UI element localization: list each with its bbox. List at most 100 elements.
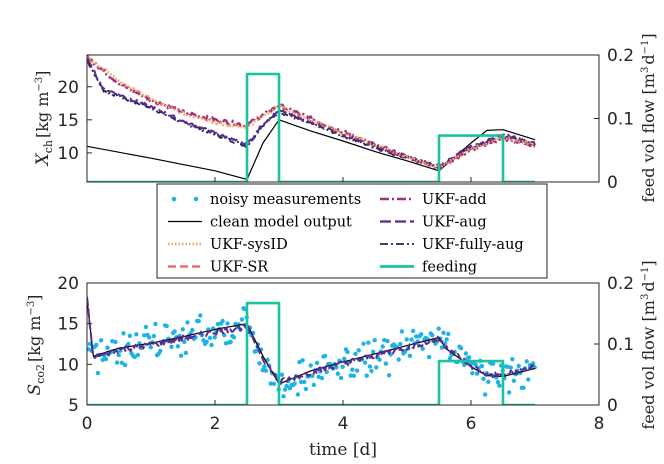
noisy-point xyxy=(284,383,289,389)
noisy-point xyxy=(342,356,347,361)
bottom-ytick-label: 5 xyxy=(68,396,79,416)
noisy-point xyxy=(239,317,245,322)
noisy-point xyxy=(196,318,201,324)
legend-item-clean-model-output: clean model output xyxy=(168,215,352,231)
noisy-point xyxy=(524,359,529,364)
legend-label: clean model output xyxy=(210,215,352,231)
noisy-point xyxy=(407,353,413,358)
noisy-point xyxy=(516,363,521,369)
noisy-point xyxy=(410,328,416,334)
noisy-point xyxy=(231,335,237,340)
noisy-point xyxy=(361,341,366,346)
noisy-point xyxy=(212,335,217,340)
noisy-point xyxy=(369,368,374,374)
noisy-point xyxy=(254,348,259,354)
noisy-point xyxy=(463,351,469,356)
bottom-xtick-label: 8 xyxy=(594,414,605,434)
noisy-point xyxy=(127,333,133,338)
noisy-point xyxy=(444,337,449,342)
noisy-point xyxy=(420,346,425,351)
noisy-point xyxy=(134,332,139,337)
bottom-y2label: feed vol flow [m3d−1] xyxy=(639,260,658,429)
noisy-point xyxy=(209,342,214,348)
noisy-point xyxy=(314,360,320,366)
bottom-xlabel: time [d] xyxy=(309,440,377,460)
noisy-point xyxy=(178,353,184,358)
legend-label: UKF-aug xyxy=(422,215,487,231)
legend-swatch xyxy=(193,196,199,202)
noisy-point xyxy=(340,364,345,369)
noisy-point xyxy=(377,357,382,362)
legend-box xyxy=(156,183,548,279)
noisy-point xyxy=(180,327,185,332)
noisy-point xyxy=(220,318,225,324)
noisy-point xyxy=(466,355,472,360)
noisy-point xyxy=(271,381,277,386)
series-ukf-sysid xyxy=(87,56,536,170)
noisy-point xyxy=(356,348,361,353)
noisy-point xyxy=(350,367,355,372)
top-y2tick-label: 0.1 xyxy=(607,110,634,130)
noisy-point xyxy=(399,329,405,334)
noisy-point xyxy=(295,392,301,397)
noisy-point xyxy=(414,334,419,339)
noisy-point xyxy=(183,350,189,356)
series-ukf-fully-aug xyxy=(87,59,536,170)
noisy-point xyxy=(257,361,262,366)
bottom-ytick-label: 10 xyxy=(57,355,79,375)
legend-item-ukf-aug: UKF-aug xyxy=(380,215,487,231)
noisy-point xyxy=(185,320,190,325)
legend-label: UKF-add xyxy=(422,192,487,208)
top-ylabel: Xch[kg m−3] xyxy=(33,71,55,168)
noisy-point xyxy=(298,379,304,385)
legend-item-ukf-add: UKF-add xyxy=(380,192,487,208)
legend-label: UKF-sysID xyxy=(210,237,288,253)
noisy-point xyxy=(126,341,131,347)
series-ukf-add xyxy=(87,55,536,170)
top-axes-box xyxy=(86,54,600,183)
bottom-y2tick-label: 0 xyxy=(607,396,618,416)
noisy-point xyxy=(153,321,158,327)
legend-item-ukf-sr: UKF-SR xyxy=(168,260,269,276)
noisy-point xyxy=(114,360,120,365)
series-feeding xyxy=(87,72,535,182)
noisy-point xyxy=(151,333,157,339)
top-y2tick-label: 0 xyxy=(607,173,618,193)
bottom-ytick-label: 20 xyxy=(57,274,79,294)
noisy-point xyxy=(308,363,313,368)
noisy-point xyxy=(367,364,373,369)
noisy-point xyxy=(207,335,213,341)
noisy-point xyxy=(348,373,353,378)
noisy-point xyxy=(146,335,152,340)
noisy-point xyxy=(383,361,389,366)
noisy-point xyxy=(521,385,526,390)
noisy-point xyxy=(182,339,187,344)
noisy-point xyxy=(364,373,369,378)
noisy-point xyxy=(204,339,209,344)
noisy-point xyxy=(404,337,409,342)
noisy-point xyxy=(446,331,451,337)
noisy-point xyxy=(447,356,453,361)
noisy-point xyxy=(310,373,315,379)
noisy-point xyxy=(98,338,104,343)
legend-label: noisy measurements xyxy=(210,192,361,208)
noisy-point xyxy=(190,327,195,333)
noisy-point xyxy=(143,324,149,330)
noisy-point xyxy=(263,368,269,373)
noisy-point xyxy=(510,357,515,362)
noisy-point xyxy=(135,352,141,358)
noisy-point xyxy=(497,383,502,388)
noisy-point xyxy=(396,357,401,362)
legend-label: UKF-SR xyxy=(210,260,269,276)
noisy-point xyxy=(351,373,357,378)
noisy-point xyxy=(225,321,230,326)
noisy-point xyxy=(292,381,297,386)
noisy-point xyxy=(385,338,390,344)
noisy-point xyxy=(482,392,488,397)
noisy-point xyxy=(116,352,121,358)
noisy-point xyxy=(113,339,118,345)
legend-item-feeding: feeding xyxy=(380,260,477,276)
noisy-point xyxy=(95,370,101,376)
noisy-point xyxy=(508,365,513,370)
